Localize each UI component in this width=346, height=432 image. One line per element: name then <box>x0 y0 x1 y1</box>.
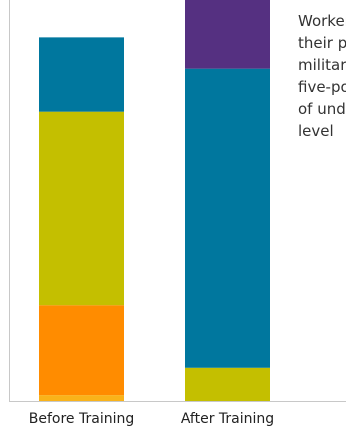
bar-segment-0-1 <box>39 305 124 396</box>
chart-caption: Workers rated their proficiency on milit… <box>298 10 346 170</box>
bar-segment-0-3 <box>39 37 124 112</box>
caption-line-5: of understanding <box>298 100 346 118</box>
x-tick-label-after-training: After Training <box>180 411 275 427</box>
bar-segment-1-2 <box>185 0 270 69</box>
bar-segment-1-0 <box>185 367 270 401</box>
caption-line-6: level <box>298 122 334 140</box>
x-tick-label-before-training: Before Training <box>28 411 135 427</box>
caption-line-2: their proficiency on <box>298 34 346 52</box>
caption-line-3: military skills using a <box>298 56 346 74</box>
bar-segment-0-2 <box>39 111 124 306</box>
caption-line-1: Workers rated <box>298 12 346 30</box>
bar-segment-1-1 <box>185 68 270 368</box>
caption-line-4: five-point scale <box>298 78 346 96</box>
bar-segment-0-0 <box>39 395 124 401</box>
